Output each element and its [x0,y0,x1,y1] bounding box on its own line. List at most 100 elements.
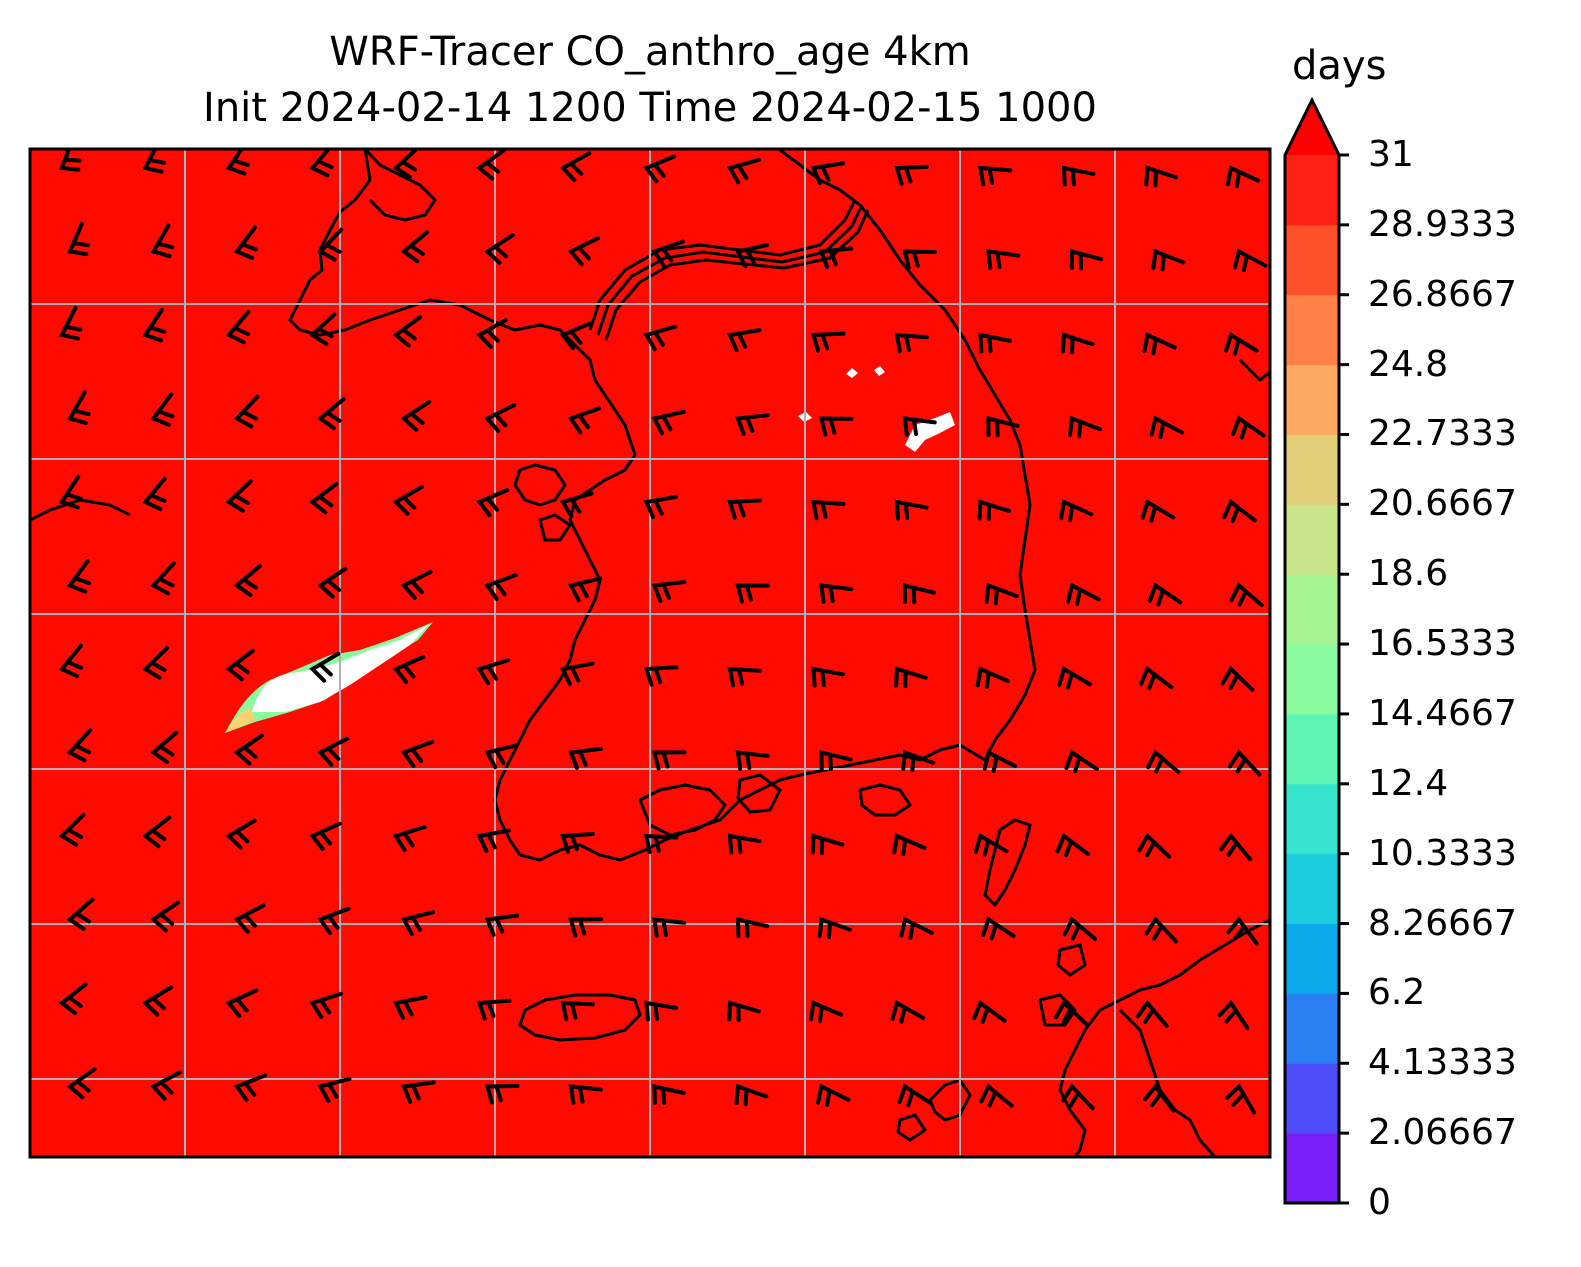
wind-barb [727,833,762,855]
wind-barb [476,488,510,518]
colorbar-band [1285,294,1339,366]
wind-barb [890,999,926,1024]
wind-barb [400,230,430,264]
colorbar-band [1285,574,1339,645]
wind-barb [476,149,506,181]
wind-barb [819,749,853,772]
wind-barb [484,743,519,770]
wind-barb [309,991,344,1020]
wind-barb [142,646,170,680]
colorbar-tick-label: 24.8 [1368,343,1449,385]
wind-barb [142,307,167,343]
wind-barb [233,733,264,766]
wind-barb [567,406,602,435]
colorbar-extend-triangle [1285,100,1339,155]
wind-barb [400,739,435,769]
colorbar-tick-label: 2.06667 [1368,1112,1517,1154]
wind-barb [652,1083,686,1105]
colorbar-tick-label: 20.6667 [1368,483,1517,525]
wind-barb [1225,165,1261,189]
wind-barb [400,569,433,600]
wind-barb [1146,749,1181,774]
wind-barb [1060,332,1095,355]
wind-barb [975,666,1010,690]
wind-barb [66,559,91,594]
wind-barb [1144,916,1179,944]
colorbar-band [1285,923,1339,994]
wind-barb [643,324,678,352]
wind-barb [643,154,677,184]
wind-barb [1138,665,1174,691]
wind-barb [1059,499,1094,523]
wind-barb [651,750,687,771]
wind-barb [476,318,508,349]
colorbar-band [1285,504,1339,575]
colorbar-outline [1283,96,1341,1205]
colorbar-band [1285,224,1339,296]
wind-barb [225,648,255,682]
wind-barb [986,415,1020,438]
wind-barb [643,665,679,687]
wind-barb [309,481,339,515]
colorbar-tick-label: 12.4 [1368,762,1449,804]
wind-barb [651,409,686,436]
wind-barb [1217,999,1250,1031]
wind-barb [392,825,427,853]
colorbar-tick-label: 6.2 [1368,972,1426,1014]
wind-barb [309,651,341,683]
wind-barb [1232,248,1268,272]
wind-barb [735,413,770,436]
wind-barb [1057,665,1092,690]
wind-barb [810,161,846,186]
map-frame [28,147,1272,1159]
wind-barb [317,1076,352,1103]
colorbar-band [1285,993,1339,1064]
colorbar-tick-label: 8.26667 [1368,902,1517,944]
gridlines [30,149,1270,1157]
colorbar-tick-label: 14.4667 [1368,692,1517,734]
wind-barb [735,750,770,771]
wind-barb [892,833,927,857]
wind-barb [644,1000,679,1022]
colorbar-band [1285,853,1339,925]
colorbar-tick-label: 0 [1368,1182,1391,1223]
wind-barb [1225,1083,1256,1115]
wind-barb [1061,1083,1095,1111]
wind-barb [67,221,90,257]
colorbar-band [1285,783,1339,855]
wind-barb [808,1000,844,1023]
colorbar-tick-label: 16.5333 [1368,623,1517,665]
wind-barb [559,321,593,351]
wind-barb [150,392,175,427]
wind-barb [392,149,420,180]
wind-barb [225,988,259,1018]
wind-barb [58,474,83,510]
colorbar-band [1285,155,1339,226]
wind-barb [811,666,846,688]
wind-barb [982,749,1018,773]
wind-barb [735,242,770,269]
wind-barb [817,916,852,940]
colorbar-band [1285,434,1339,505]
wind-barb [1220,665,1255,692]
wind-barb [977,499,1012,522]
wind-barb [568,1084,603,1105]
tracer-patch-inland [874,366,885,376]
wind-barb [225,818,257,850]
wind-barb [66,897,95,931]
wind-barb [150,561,176,596]
wind-barb [1142,332,1177,356]
wind-barb [233,903,266,934]
wind-barb [972,999,1007,1024]
wind-barb [559,491,594,519]
wind-barb [1219,832,1253,862]
wind-barb [484,1083,520,1105]
wind-barb [1147,582,1183,607]
colorbar-tick-label: 18.6 [1368,553,1449,595]
wind-barb [734,1083,769,1107]
wind-barb [894,499,929,521]
wind-barb [651,580,687,603]
wind-barb [317,906,351,936]
